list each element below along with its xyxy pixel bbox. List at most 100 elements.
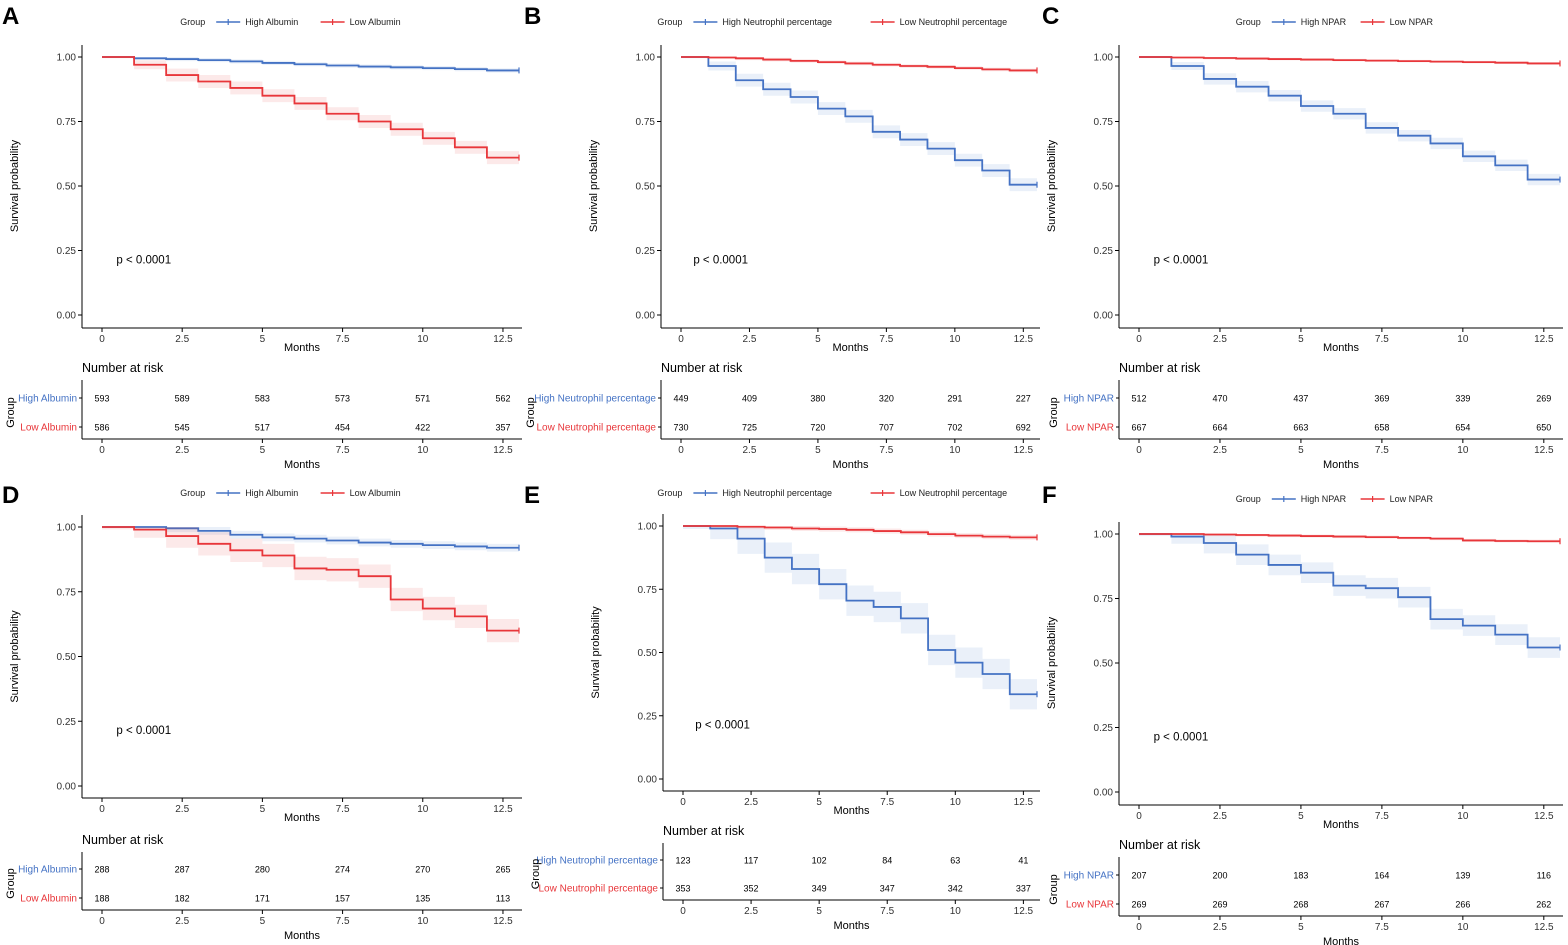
x-tick-label: 5 — [816, 797, 822, 808]
x-tick-label: 5 — [1298, 811, 1304, 822]
risk-count: 342 — [948, 884, 963, 894]
x-tick-label: 0 — [99, 334, 105, 345]
risk-x-tick-label: 10 — [1457, 922, 1469, 933]
x-tick-label: 7.5 — [879, 334, 893, 345]
risk-x-tick-label: 10 — [417, 916, 429, 927]
risk-x-tick-label: 0 — [99, 916, 105, 927]
legend-entry: Low Albumin — [350, 488, 401, 498]
risk-row-label: High Neutrophil percentage — [536, 856, 658, 867]
y-tick-label: 1.00 — [636, 53, 656, 64]
legend-entry: Low Neutrophil percentage — [900, 17, 1008, 27]
x-axis-label: Months — [1323, 342, 1360, 354]
risk-x-tick-label: 2.5 — [1213, 445, 1227, 456]
risk-x-tick-label: 12.5 — [1014, 906, 1034, 917]
risk-count: 586 — [94, 423, 109, 433]
risk-count: 720 — [810, 423, 825, 433]
x-tick-label: 10 — [1457, 811, 1469, 822]
y-axis-label: Survival probability — [9, 139, 21, 232]
x-tick-label: 2.5 — [175, 804, 189, 815]
legend: Group High Albumin Low Albumin — [180, 17, 400, 27]
risk-count: 84 — [882, 856, 892, 866]
ci-band-high — [683, 526, 1037, 710]
risk-count: 347 — [880, 884, 895, 894]
risk-x-tick-label: 10 — [950, 906, 962, 917]
risk-count: 725 — [742, 423, 757, 433]
risk-group-label: Group — [530, 859, 542, 890]
survival-curve-low — [1139, 533, 1560, 543]
risk-group-label: Group — [525, 397, 537, 428]
risk-x-axis-label: Months — [284, 459, 321, 471]
y-tick-label: 1.00 — [638, 522, 658, 533]
panel-letter: D — [2, 482, 19, 509]
risk-count: 171 — [255, 894, 270, 904]
risk-count: 449 — [673, 394, 688, 404]
risk-count: 369 — [1374, 394, 1389, 404]
legend-entry: Low Albumin — [350, 17, 401, 27]
legend-title: Group — [180, 17, 205, 27]
legend: Group High NPAR Low NPAR — [1236, 494, 1434, 504]
risk-x-axis-label: Months — [1323, 936, 1360, 945]
y-axis-label: Survival probability — [588, 139, 600, 232]
x-tick-label: 2.5 — [175, 334, 189, 345]
x-tick-label: 12.5 — [1014, 334, 1034, 345]
risk-x-tick-label: 0 — [99, 445, 105, 456]
risk-group-label: Group — [5, 868, 17, 899]
ci-band-low — [683, 526, 1037, 540]
x-tick-label: 2.5 — [744, 797, 758, 808]
legend-title: Group — [657, 17, 682, 27]
y-tick-label: 0.75 — [1094, 594, 1114, 605]
risk-row-label: High NPAR — [1064, 394, 1114, 405]
risk-group-label: Group — [1048, 874, 1060, 905]
x-tick-label: 0 — [1136, 334, 1142, 345]
risk-count: 380 — [810, 394, 825, 404]
risk-count: 287 — [175, 865, 190, 875]
risk-x-tick-label: 7.5 — [336, 916, 350, 927]
x-tick-label: 12.5 — [493, 804, 513, 815]
risk-row-label: High Albumin — [18, 865, 77, 876]
risk-row-label: Low NPAR — [1066, 900, 1114, 911]
x-tick-label: 7.5 — [1375, 811, 1389, 822]
legend-title: Group — [1236, 494, 1261, 504]
risk-count: 654 — [1455, 423, 1470, 433]
survival-curve-low — [681, 56, 1037, 72]
risk-count: 573 — [335, 394, 350, 404]
risk-x-tick-label: 2.5 — [1213, 922, 1227, 933]
y-tick-label: 0.50 — [57, 182, 77, 193]
risk-x-axis-label: Months — [1323, 459, 1360, 471]
risk-x-tick-label: 7.5 — [1375, 445, 1389, 456]
y-tick-label: 0.25 — [636, 246, 656, 257]
risk-table-title: Number at risk — [1119, 838, 1201, 852]
risk-count: 265 — [495, 865, 510, 875]
panel-letter: B — [524, 3, 541, 30]
survival-curve-low — [102, 56, 519, 159]
risk-count: 288 — [94, 865, 109, 875]
p-value: p < 0.0001 — [1154, 254, 1209, 266]
y-tick-label: 0.50 — [1094, 659, 1114, 670]
x-tick-label: 12.5 — [1534, 811, 1554, 822]
panel-letter: E — [524, 482, 540, 509]
risk-count: 422 — [415, 423, 430, 433]
risk-x-tick-label: 10 — [949, 445, 961, 456]
risk-count: 692 — [1016, 423, 1031, 433]
panel-letter: C — [1042, 3, 1059, 30]
x-tick-label: 12.5 — [1534, 334, 1554, 345]
x-tick-label: 10 — [417, 334, 429, 345]
x-axis-label: Months — [833, 805, 870, 817]
legend: Group High Albumin Low Albumin — [180, 488, 400, 498]
risk-table-title: Number at risk — [82, 833, 164, 847]
x-tick-label: 10 — [1457, 334, 1469, 345]
y-axis-label: Survival probability — [1046, 616, 1058, 709]
risk-count: 117 — [744, 856, 758, 866]
legend-title: Group — [180, 488, 205, 498]
y-tick-label: 0.50 — [638, 648, 658, 659]
risk-row-label: High NPAR — [1064, 871, 1114, 882]
panel-A: A Group High Albumin Low Albumin0.000.250.5… — [2, 3, 522, 471]
y-tick-label: 0.25 — [638, 711, 658, 722]
risk-count: 730 — [673, 423, 688, 433]
y-tick-label: 0.00 — [638, 775, 658, 786]
y-tick-label: 0.25 — [57, 717, 77, 728]
risk-x-tick-label: 5 — [260, 445, 266, 456]
x-axis-label: Months — [284, 812, 321, 824]
x-tick-label: 7.5 — [880, 797, 894, 808]
